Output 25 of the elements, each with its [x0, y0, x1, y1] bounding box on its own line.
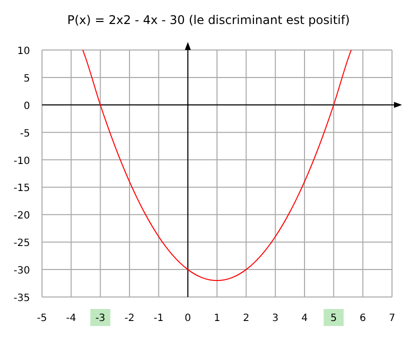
y-tick-label: 10 — [17, 46, 30, 57]
x-tick-label: 1 — [214, 313, 220, 324]
x-tick-label: 2 — [242, 313, 250, 324]
x-tick-label: 0 — [184, 313, 192, 324]
line-series — [82, 50, 352, 282]
y-tick-label: -35 — [14, 293, 30, 304]
chart-title: P(x) = 2x2 - 4x - 30 (le discriminant est positif) — [67, 13, 350, 27]
x-tick-label: 3 — [272, 313, 279, 324]
x-tick-label: 6 — [360, 313, 366, 324]
x-tick-label: -3 — [95, 313, 106, 324]
x-tick-label: -5 — [37, 313, 47, 324]
x-tick-label: -1 — [154, 313, 164, 324]
x-tick-label: -2 — [124, 313, 134, 324]
y-tick-label: -10 — [14, 156, 30, 167]
x-tick-label: 4 — [301, 313, 308, 324]
y-tick-label: -5 — [20, 128, 30, 140]
x-tick-label: 7 — [388, 313, 396, 324]
y-tick-label: -15 — [14, 183, 30, 194]
y-tick-label: 0 — [24, 100, 30, 112]
y-tick-label: -20 — [14, 210, 30, 222]
x-tick-label: 5 — [330, 313, 337, 324]
y-tick-label: -30 — [14, 266, 30, 277]
y-tick-label: -25 — [14, 238, 30, 250]
y-tick-label: 5 — [24, 73, 30, 84]
x-tick-label: -4 — [66, 313, 76, 324]
